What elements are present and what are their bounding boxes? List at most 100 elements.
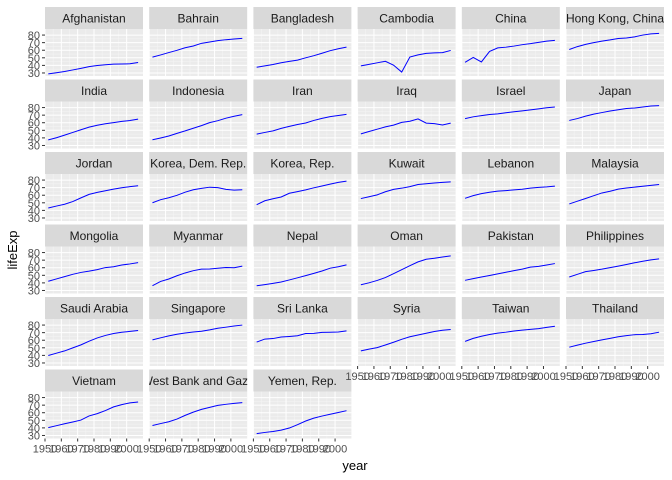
y-tick-label: 60 (28, 45, 40, 57)
x-tick-label: 1980 (186, 444, 210, 456)
facet-strip (45, 369, 143, 392)
facet-strip (357, 79, 456, 102)
facet-strip (357, 224, 456, 247)
x-tick-label: 2000 (531, 371, 555, 383)
facet-strip (357, 7, 456, 29)
y-tick-label: 50 (28, 415, 40, 427)
facet-strip (566, 297, 664, 319)
y-tick-label: 60 (28, 335, 40, 347)
facet-strip (253, 7, 352, 29)
x-tick-label: 1980 (603, 371, 627, 383)
y-tick-label: 30 (28, 358, 40, 370)
facet-strip-label: Yemen, Rep. (268, 374, 337, 388)
y-tick-label: 50 (28, 343, 40, 355)
series-line (569, 331, 660, 348)
facet-panel: Taiwan (461, 297, 560, 366)
y-tick-label: 30 (28, 140, 40, 152)
series-line (152, 324, 243, 341)
x-tick-label: 1950 (33, 444, 57, 456)
facet-strip (149, 369, 248, 392)
facet-strip (253, 297, 352, 319)
facet-strip (45, 297, 143, 319)
facet-strip-label: Pakistan (488, 229, 534, 243)
facet-strip-label: Malaysia (591, 157, 639, 171)
facet-strip-label: India (81, 84, 107, 98)
y-tick-label: 60 (28, 263, 40, 275)
facet-strip-label: Bahrain (178, 12, 219, 26)
series-line (256, 330, 347, 343)
series-line (152, 186, 243, 204)
y-tick-label: 50 (28, 125, 40, 137)
x-tick-label: 2000 (114, 444, 138, 456)
series-line (569, 183, 660, 205)
x-tick-label: 1960 (362, 371, 386, 383)
facet-strip (461, 152, 560, 174)
y-tick-label: 70 (28, 328, 40, 340)
facet-strip (566, 152, 664, 174)
series-line (48, 330, 139, 356)
y-tick-label: 30 (28, 213, 40, 225)
facet-strip-label: Jordan (76, 157, 113, 171)
x-tick-label: 1990 (98, 444, 122, 456)
series-line (152, 37, 243, 58)
series-line (464, 263, 555, 281)
series-line (256, 180, 347, 206)
series-line (152, 114, 243, 141)
facet-panel: Korea, Rep. (252, 152, 352, 221)
facet-strip (461, 7, 560, 29)
facet-panel: Thailand (565, 297, 664, 366)
series-line (360, 49, 451, 73)
facet-strip (253, 369, 352, 392)
series-line (464, 39, 555, 63)
facet-panel: Pakistan (461, 224, 560, 294)
facet-strip (253, 224, 352, 247)
y-tick-label: 40 (28, 423, 40, 435)
facet-strip (461, 297, 560, 319)
facet-panel: Bangladesh (252, 7, 352, 76)
facet-strip (149, 79, 248, 102)
series-line (48, 62, 139, 75)
facet-panel: Kuwait (357, 152, 456, 221)
facet-strip-label: Bangladesh (271, 12, 334, 26)
x-tick-label: 1990 (411, 371, 435, 383)
facet-panel: Sri Lanka (252, 297, 352, 366)
x-tick-label: 1990 (619, 371, 643, 383)
facet-panel: Korea, Dem. Rep. (148, 152, 248, 221)
series-line (152, 265, 243, 287)
y-tick-label: 40 (28, 205, 40, 217)
facet-panel: Indonesia (148, 79, 248, 149)
facet-strip (45, 79, 143, 102)
facet-strip (253, 152, 352, 174)
facet-strip (566, 7, 664, 29)
x-tick-label: 1960 (153, 444, 177, 456)
facet-strip-label: Indonesia (172, 84, 224, 98)
facet-panel: Nepal (252, 224, 352, 294)
series-line (256, 410, 347, 435)
y-tick-label: 80 (28, 393, 40, 405)
y-tick-label: 60 (28, 408, 40, 420)
facet-strip (45, 224, 143, 247)
facet-strip-label: Israel (496, 84, 525, 98)
x-tick-label: 1980 (499, 371, 523, 383)
series-line (48, 185, 139, 209)
facet-strip-label: West Bank and Gaza (142, 374, 256, 388)
y-tick-label: 70 (28, 255, 40, 267)
series-line (48, 262, 139, 282)
facet-panel: Israel (461, 79, 560, 149)
facet-panel: Vietnam (44, 369, 143, 439)
x-tick-label: 2000 (323, 444, 347, 456)
facet-strip-label: Saudi Arabia (60, 302, 128, 316)
x-tick-label: 1970 (586, 371, 610, 383)
x-tick-label: 2000 (219, 444, 243, 456)
facet-panel: China (461, 7, 560, 76)
facet-strip-label: Myanmar (173, 229, 223, 243)
facet-strip (45, 152, 143, 174)
facet-strip (461, 224, 560, 247)
facet-panels: Afghanistan Bahrain Bangladesh Cambodia Chin… (44, 7, 664, 439)
series-line (48, 401, 139, 429)
facet-strip (45, 7, 143, 29)
facet-strip-label: Mongolia (70, 229, 119, 243)
x-tick-label: 1960 (466, 371, 490, 383)
facet-panel: India (44, 79, 143, 149)
x-tick-label: 1990 (306, 444, 330, 456)
